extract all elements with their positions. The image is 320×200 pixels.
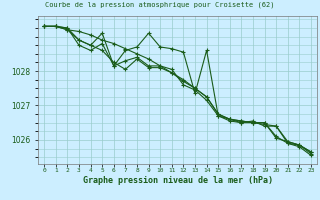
X-axis label: Graphe pression niveau de la mer (hPa): Graphe pression niveau de la mer (hPa) <box>83 176 273 185</box>
Text: Courbe de la pression atmosphrique pour Croisette (62): Courbe de la pression atmosphrique pour … <box>45 1 275 7</box>
